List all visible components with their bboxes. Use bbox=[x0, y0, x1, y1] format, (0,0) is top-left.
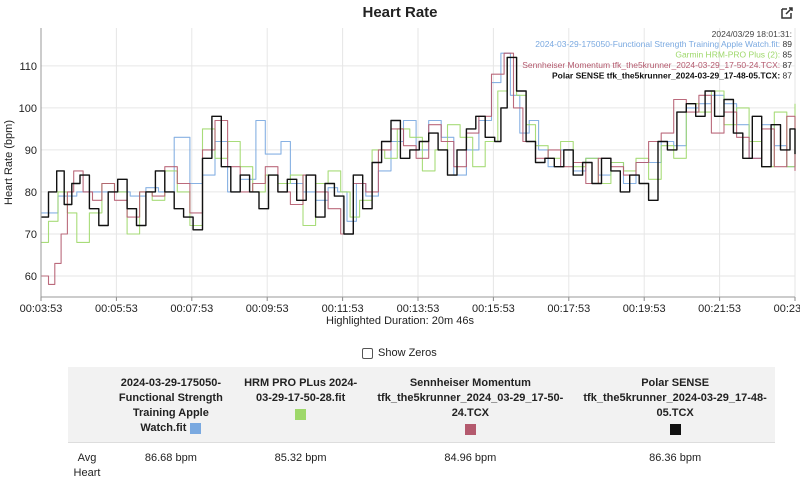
y-tick-label: 90 bbox=[25, 145, 37, 157]
x-tick-label: 00:03:53 bbox=[20, 303, 63, 315]
series-swatch bbox=[295, 409, 306, 420]
x-tick-label: 00:23:53 bbox=[774, 303, 800, 315]
y-axis-label: Heart Rate (bpm) bbox=[3, 120, 15, 205]
y-tick-label: 80 bbox=[25, 187, 37, 199]
show-zeros-toggle[interactable]: Show Zeros bbox=[362, 347, 437, 359]
tooltip-entry-value: 89 bbox=[780, 39, 792, 49]
stats-row-label: Avg Heart bbox=[68, 443, 106, 481]
stats-header-label: Sennheiser Momentum tfk_the5krunner_2024… bbox=[377, 377, 563, 419]
show-zeros-label: Show Zeros bbox=[378, 347, 437, 359]
stats-header-row: 2024-03-29-175050-Functional Strength Tr… bbox=[68, 367, 775, 443]
stats-value-hrm-pro: 85.32 bpm bbox=[236, 443, 366, 481]
tooltip-entry: Polar SENSE tfk_the5krunner_2024-03-29_1… bbox=[552, 71, 792, 81]
x-tick-label: 00:15:53 bbox=[472, 303, 515, 315]
tooltip-entry-label: 2024-03-29-175050-Functional Strength Tr… bbox=[535, 39, 780, 49]
show-zeros-checkbox[interactable] bbox=[362, 348, 373, 359]
x-tick-label: 00:13:53 bbox=[397, 303, 440, 315]
series-swatch bbox=[190, 423, 201, 434]
tooltip-entry-label: Sennheiser Momentum tfk_the5krunner_2024… bbox=[522, 60, 780, 70]
x-tick-label: 00:07:53 bbox=[170, 303, 213, 315]
x-tick-label: 00:19:53 bbox=[623, 303, 666, 315]
x-tick-label: 00:09:53 bbox=[246, 303, 289, 315]
y-tick-label: 60 bbox=[25, 271, 37, 283]
y-tick-label: 110 bbox=[19, 61, 37, 73]
x-tick-label: 00:21:53 bbox=[698, 303, 741, 315]
x-tick-label: 00:17:53 bbox=[547, 303, 590, 315]
tooltip-entry-value: 87 bbox=[780, 71, 792, 81]
series-swatch bbox=[465, 424, 476, 435]
stats-row-avg-heart: Avg Heart 86.68 bpm 85.32 bpm 84.96 bpm … bbox=[68, 443, 775, 481]
y-tick-label: 70 bbox=[25, 229, 37, 241]
stats-header-label: HRM PRO PLus 2024-03-29-17-50-28.fit bbox=[244, 377, 357, 404]
tooltip-entry: 2024-03-29-175050-Functional Strength Tr… bbox=[535, 39, 792, 49]
stats-header-label: 2024-03-29-175050-Functional Strength Tr… bbox=[119, 377, 223, 434]
tooltip-time: 2024/03/29 18:01:31: bbox=[712, 29, 792, 39]
series-swatch bbox=[670, 424, 681, 435]
stats-corner-cell bbox=[68, 367, 106, 443]
highlighted-duration: Highlighted Duration: 20m 46s bbox=[0, 315, 800, 327]
stats-header-polar: Polar SENSE tfk_the5krunner_2024-03-29_1… bbox=[575, 367, 775, 443]
tooltip-entry-label: Polar SENSE tfk_the5krunner_2024-03-29_1… bbox=[552, 71, 780, 81]
stats-header-sennheiser: Sennheiser Momentum tfk_the5krunner_2024… bbox=[365, 367, 575, 443]
stats-value-apple-watch: 86.68 bpm bbox=[106, 443, 236, 481]
stats-header-label: Polar SENSE tfk_the5krunner_2024-03-29_1… bbox=[583, 377, 766, 419]
tooltip-entry-label: Garmin HRM-PRO Plus (2): bbox=[675, 50, 780, 60]
x-tick-label: 00:11:53 bbox=[322, 303, 364, 315]
tooltip-entry: Sennheiser Momentum tfk_the5krunner_2024… bbox=[522, 60, 792, 70]
tooltip-entry: Garmin HRM-PRO Plus (2): 85 bbox=[675, 50, 792, 60]
stats-value-sennheiser: 84.96 bpm bbox=[365, 443, 575, 481]
tooltip-entry-value: 87 bbox=[780, 60, 792, 70]
stats-header-apple-watch: 2024-03-29-175050-Functional Strength Tr… bbox=[106, 367, 236, 443]
y-tick-label: 100 bbox=[19, 103, 37, 115]
heart-rate-chart[interactable]: 60 70 80 90 100 110 00:03:53 00:05:53 00:07:53 00… bbox=[0, 0, 800, 320]
x-tick-label: 00:05:53 bbox=[95, 303, 138, 315]
chart-tooltip: 2024/03/29 18:01:31:2024-03-29-175050-Fu… bbox=[522, 29, 792, 81]
stats-table: 2024-03-29-175050-Functional Strength Tr… bbox=[68, 367, 775, 481]
stats-value-polar: 86.36 bpm bbox=[575, 443, 775, 481]
stats-header-hrm-pro: HRM PRO PLus 2024-03-29-17-50-28.fit bbox=[236, 367, 366, 443]
tooltip-entry-value: 85 bbox=[780, 50, 792, 60]
